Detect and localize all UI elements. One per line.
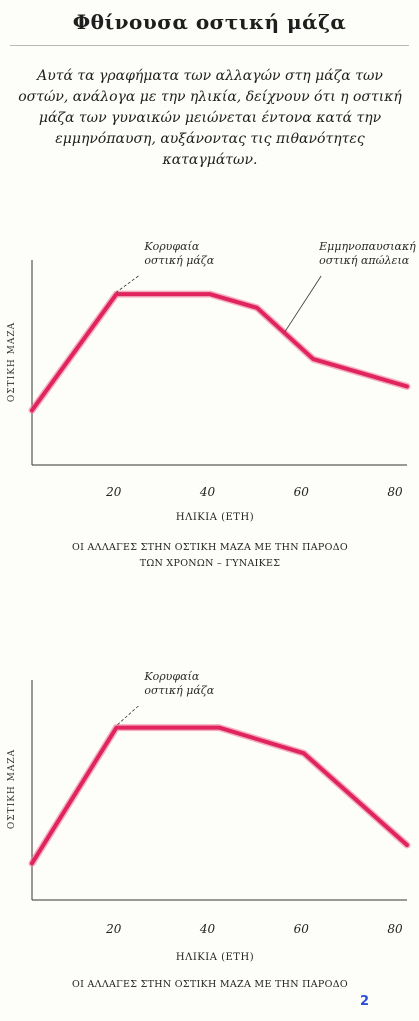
y-axis-label: ΟΣΤΙΚΗ ΜΑΖΑ [7, 748, 17, 830]
series-line [30, 725, 409, 866]
data-point [30, 861, 34, 865]
annotation-leader [116, 705, 139, 726]
x-tick-label: 40 [199, 485, 216, 499]
data-point [311, 357, 315, 361]
annotation-label: Εμμηνοπαυσιακή οστική απώλεια [319, 240, 416, 268]
x-tick-label: 80 [387, 485, 403, 499]
x-tick-label: 40 [199, 922, 216, 936]
data-point [302, 751, 306, 755]
data-point [30, 408, 34, 412]
chart-svg [28, 260, 411, 466]
intro-text: Αυτά τα γραφήματα των αλλαγών στη μάζα τ… [18, 68, 402, 168]
bone-mass-chart-second: Κορυφαία οστική μάζα ΟΣΤΙΚΗ ΜΑΖΑ 20 40 60 80 ΗΛ… [0, 660, 419, 990]
data-point [208, 292, 212, 296]
data-point [114, 292, 118, 296]
x-tick-label: 80 [387, 922, 403, 936]
annotation-leader [116, 275, 139, 293]
page-number: 2 [360, 994, 370, 1009]
y-axis-label: ΟΣΤΙΚΗ ΜΑΖΑ [7, 321, 17, 402]
data-point [218, 726, 221, 730]
annotation-line: Κορυφαία [144, 670, 200, 683]
annotation-label: Κορυφαία οστική μάζα [144, 240, 214, 268]
annotation-line: οστική μάζα [144, 684, 215, 697]
series-line [30, 292, 409, 413]
caption-line: ΤΩΝ ΧΡΟΝΩΝ – ΓΥΝΑΙΚΕΣ [139, 558, 281, 569]
chart-caption: ΟΙ ΑΛΛΑΓΕΣ ΣΤΗΝ ΟΣΤΙΚΗ ΜΑΖΑ ΜΕ ΤΗΝ ΠΑΡΟΔ… [20, 540, 400, 572]
chart-svg [28, 680, 411, 901]
x-axis-label: ΗΛΙΚΙΑ (ΕΤΗ) [175, 512, 255, 523]
x-tick-label: 20 [106, 485, 122, 499]
series-line-glow [28, 290, 411, 414]
data-point [405, 384, 409, 388]
annotation-line: Κορυφαία [144, 240, 200, 253]
data-point [255, 306, 259, 310]
annotation-leader [284, 275, 322, 332]
x-tick-label: 60 [293, 922, 309, 936]
annotation-line: οστική μάζα [144, 254, 215, 267]
annotation-line: οστική απώλεια [319, 254, 410, 267]
page-title: Φθίνουσα οστική μάζα [72, 10, 347, 34]
chart-caption: ΟΙ ΑΛΛΑΓΕΣ ΣΤΗΝ ΟΣΤΙΚΗ ΜΑΖΑ ΜΕ ΤΗΝ ΠΑΡΟΔ… [20, 977, 400, 993]
data-point [405, 843, 409, 847]
annotation-label: Κορυφαία οστική μάζα [144, 670, 214, 698]
x-axis-label: ΗΛΙΚΙΑ (ΕΤΗ) [175, 952, 255, 963]
caption-line: ΟΙ ΑΛΛΑΓΕΣ ΣΤΗΝ ΟΣΤΙΚΗ ΜΑΖΑ ΜΕ ΤΗΝ ΠΑΡΟΔ… [72, 979, 348, 990]
bone-mass-chart-women: Κορυφαία οστική μάζα Εμμηνοπαυσιακή οστική … [0, 240, 419, 570]
caption-line: ΟΙ ΑΛΛΑΓΕΣ ΣΤΗΝ ΟΣΤΙΚΗ ΜΑΖΑ ΜΕ ΤΗΝ ΠΑΡΟΔ… [72, 542, 348, 553]
x-tick-label: 60 [293, 485, 309, 499]
x-tick-label: 20 [106, 922, 122, 936]
annotation-line: Εμμηνοπαυσιακή [319, 240, 416, 253]
data-point [114, 726, 118, 730]
title-rule [10, 45, 409, 46]
